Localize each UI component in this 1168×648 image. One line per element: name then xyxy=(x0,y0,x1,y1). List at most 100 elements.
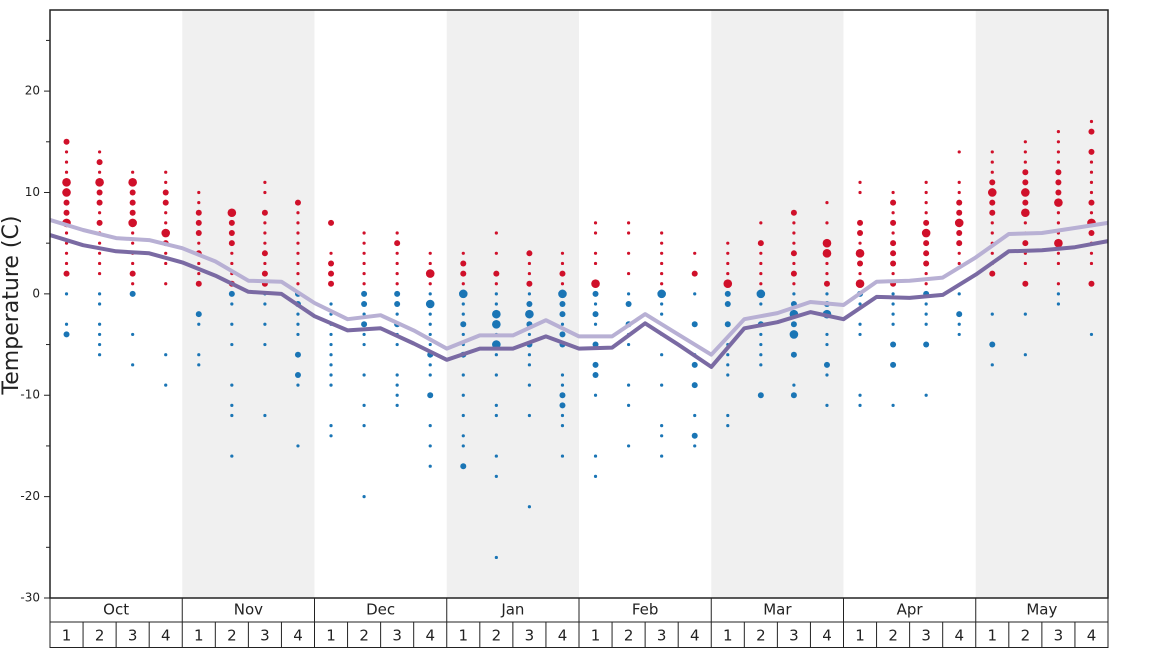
temperature-dot xyxy=(858,190,862,195)
temperature-dot xyxy=(759,353,763,357)
axes: Oct 1 2 3 4 Nov 1 2 3 4 Dec 1 2 3 4 Jan 1 2 3 4 Feb 1 2 3 4 Mar 1 2… xyxy=(20,9,1109,648)
temperature-dot xyxy=(96,159,103,166)
temperature-dot xyxy=(197,363,201,367)
temperature-dot xyxy=(691,382,698,389)
temperature-dot xyxy=(924,282,928,286)
temperature-dot xyxy=(1054,198,1063,207)
temperature-dot xyxy=(526,250,533,257)
temperature-dot xyxy=(230,261,234,266)
temperature-dot xyxy=(64,322,69,326)
temperature-dot xyxy=(792,292,796,296)
temperature-dot xyxy=(1022,199,1029,206)
temperature-dot xyxy=(954,218,964,228)
temperature-dot xyxy=(823,280,830,287)
temperature-dot xyxy=(197,353,201,357)
week-label: 2 xyxy=(359,627,369,645)
temperature-dot xyxy=(923,219,930,226)
temperature-dot xyxy=(128,218,137,228)
temperature-dot xyxy=(97,170,102,174)
temperature-dot xyxy=(296,282,300,286)
temperature-dot xyxy=(230,342,234,347)
temperature-dot xyxy=(162,199,169,206)
temperature-dot xyxy=(494,231,498,235)
temperature-dot xyxy=(64,292,69,296)
temperature-dot xyxy=(230,454,234,458)
temperature-dot xyxy=(425,269,435,278)
temperature-dot xyxy=(1023,261,1027,266)
temperature-dot xyxy=(990,312,994,316)
temperature-dot xyxy=(526,301,533,307)
temperature-dot xyxy=(626,231,631,235)
temperature-dot xyxy=(97,322,102,326)
temperature-dot xyxy=(97,292,102,296)
temperature-dot xyxy=(526,280,533,287)
temperature-dot xyxy=(129,199,136,206)
temperature-dot xyxy=(660,312,664,316)
temperature-dot xyxy=(559,402,566,409)
temperature-dot xyxy=(626,403,631,407)
temperature-dot xyxy=(593,231,598,235)
temperature-dot xyxy=(494,454,498,458)
temperature-dot xyxy=(461,302,465,306)
temperature-dot xyxy=(1089,160,1094,164)
temperature-dot xyxy=(328,280,335,287)
temperature-dot xyxy=(1023,312,1027,316)
week-label: 3 xyxy=(1054,627,1064,645)
temperature-dot xyxy=(924,211,928,215)
temperature-dot xyxy=(855,279,865,289)
temperature-dot xyxy=(592,290,599,297)
temperature-dot xyxy=(461,332,465,337)
temperature-dot xyxy=(197,322,201,326)
temperature-dot xyxy=(263,413,267,418)
temperature-dot xyxy=(792,231,796,235)
temperature-dot xyxy=(726,373,730,377)
temperature-dot xyxy=(759,332,763,337)
week-label: 1 xyxy=(326,627,336,645)
temperature-dot xyxy=(924,302,928,306)
temperature-dot xyxy=(64,261,69,266)
temperature-dot xyxy=(790,270,797,277)
temperature-dot xyxy=(428,373,432,377)
temperature-dot xyxy=(560,322,565,326)
temperature-dot xyxy=(626,342,631,347)
temperature-dot xyxy=(64,160,69,164)
temperature-dot xyxy=(1022,280,1029,287)
temperature-dot xyxy=(1089,190,1094,195)
temperature-dot xyxy=(527,292,532,296)
temperature-dot xyxy=(858,322,862,326)
temperature-dot xyxy=(64,251,69,255)
temperature-dot xyxy=(660,261,664,266)
temperature-dot xyxy=(527,413,532,418)
week-label: 1 xyxy=(459,627,469,645)
plot-frame xyxy=(49,9,1109,599)
temperature-dot xyxy=(296,312,300,316)
temperature-dot xyxy=(924,271,928,276)
temperature-dot xyxy=(428,322,432,326)
temperature-dot xyxy=(559,392,566,399)
temperature-dot xyxy=(956,230,963,237)
temperature-dot xyxy=(494,403,498,407)
temperature-dot xyxy=(362,403,366,407)
temperature-dot xyxy=(263,221,267,225)
temperature-dot xyxy=(592,341,599,348)
y-axis-label: Temperature (C) xyxy=(0,216,24,396)
temperature-dot xyxy=(395,231,399,235)
temperature-dot xyxy=(1022,169,1029,176)
week-label: 3 xyxy=(657,627,667,645)
temperature-dot xyxy=(957,150,961,154)
temperature-dot xyxy=(924,201,928,205)
temperature-dot xyxy=(129,189,136,196)
temperature-dot xyxy=(428,282,432,286)
temperature-dot xyxy=(1089,261,1094,266)
temperature-dot xyxy=(97,150,102,154)
temperature-dot xyxy=(131,261,135,266)
temperature-dot xyxy=(693,292,697,296)
temperature-dot xyxy=(924,322,928,326)
week-label: 3 xyxy=(921,627,931,645)
temperature-dot xyxy=(230,251,234,255)
week-label: 3 xyxy=(789,627,799,645)
temperature-dot xyxy=(460,260,467,267)
temperature-dot xyxy=(296,444,300,448)
temperature-dot xyxy=(1088,148,1095,155)
temperature-dot xyxy=(990,160,994,164)
